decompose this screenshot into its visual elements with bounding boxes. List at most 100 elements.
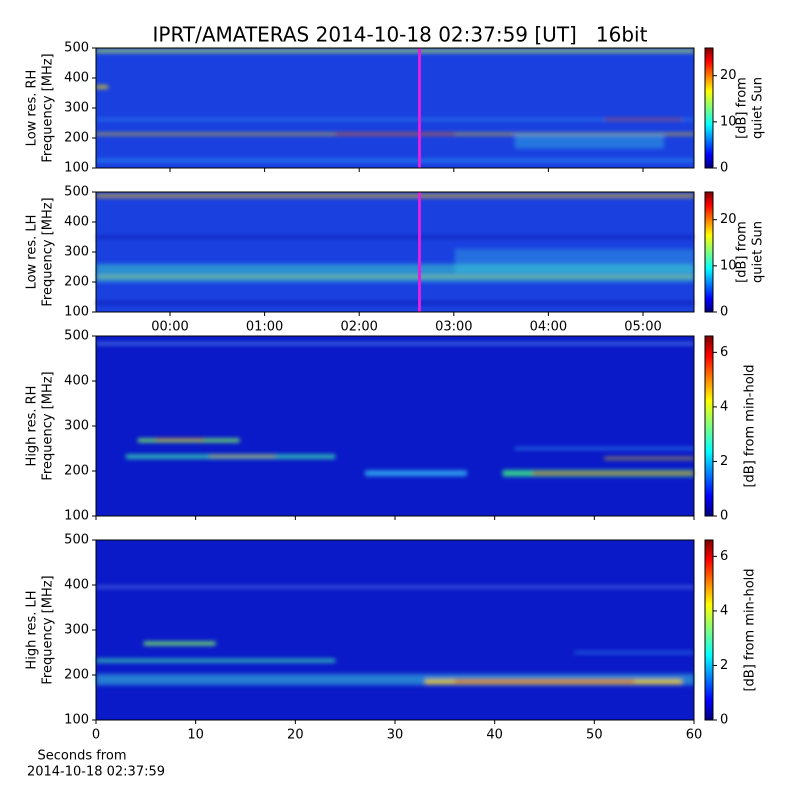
colorbar-label: quiet Sun: [751, 221, 766, 283]
spectral-features: [96, 342, 694, 477]
y-tick-label: 500: [64, 533, 89, 548]
colorbar-label: [dB] from min-hold: [743, 364, 758, 487]
feature: [209, 455, 276, 458]
x-tick-label: 60: [686, 728, 703, 743]
feature: [155, 438, 204, 441]
x-tick-label: 30: [387, 728, 404, 743]
x-tick-label: 10: [187, 728, 204, 743]
y-tick-label: 400: [64, 374, 89, 389]
feature: [514, 133, 665, 149]
y-tick-label: 300: [64, 623, 89, 638]
feature: [143, 641, 216, 646]
y-tick-label: 500: [64, 185, 89, 200]
feature: [604, 118, 683, 121]
time-marker: [418, 48, 421, 168]
x-axis-label: Seconds from: [37, 749, 126, 764]
colorbar-tick-label: 4: [720, 399, 728, 414]
feature: [96, 658, 336, 663]
colorbar-tick-label: 0: [720, 161, 728, 176]
feature: [96, 85, 108, 89]
y-tick-label: 100: [64, 161, 89, 176]
colorbar: [704, 191, 714, 313]
colorbar-label: [dB] from: [735, 221, 750, 283]
chart-title: IPRT/AMATERAS 2014-10-18 02:37:59 [UT] 1…: [153, 23, 648, 47]
colorbar-tick-label: 6: [720, 549, 728, 564]
feature: [96, 342, 694, 345]
feature: [96, 49, 694, 53]
y-tick-label: 100: [64, 713, 89, 728]
x-tick-label: 00:00: [151, 320, 188, 335]
colorbar-tick-label: 10: [720, 114, 737, 129]
feature: [96, 302, 694, 304]
x-tick-label: 03:00: [435, 320, 472, 335]
y-tick-label: 400: [64, 215, 89, 230]
colorbar: [704, 47, 714, 169]
colorbar-tick-label: 2: [720, 454, 728, 469]
colorbar-tick-label: 0: [720, 509, 728, 524]
x-tick-label: 04:00: [530, 320, 567, 335]
y-tick-label: 400: [64, 71, 89, 86]
y-axis-label: Frequency [MHz]: [41, 371, 56, 480]
y-axis-label: Frequency [MHz]: [41, 575, 56, 684]
y-axis-label: Frequency [MHz]: [41, 197, 56, 306]
feature: [604, 457, 694, 460]
feature: [454, 249, 694, 273]
y-tick-label: 200: [64, 275, 89, 290]
x-tick-label: 02:00: [340, 320, 377, 335]
colorbar-tick-label: 2: [720, 658, 728, 673]
spectrogram: [96, 336, 694, 516]
y-axis-label: Low res. LH: [25, 215, 40, 290]
y-tick-label: 300: [64, 101, 89, 116]
colorbar-tick-label: 4: [720, 603, 728, 618]
y-tick-label: 200: [64, 668, 89, 683]
spectral-features: [96, 586, 694, 686]
x-tick-label: 50: [586, 728, 603, 743]
y-axis-label: Frequency [MHz]: [41, 53, 56, 162]
colorbar-tick-label: 10: [720, 258, 737, 273]
y-axis-label: High res. RH: [25, 386, 40, 467]
colorbar-label: [dB] from min-hold: [743, 568, 758, 691]
y-tick-label: 100: [64, 509, 89, 524]
colorbar-tick-label: 0: [720, 305, 728, 320]
x-axis-label: 2014-10-18 02:37:59: [27, 765, 165, 780]
colorbar-tick-label: 0: [720, 713, 728, 728]
x-tick-label: 40: [486, 728, 503, 743]
y-tick-label: 400: [64, 578, 89, 593]
feature: [514, 447, 694, 450]
feature: [532, 471, 694, 475]
spectrogram: [96, 48, 694, 168]
feature: [96, 194, 694, 198]
x-tick-label: 20: [287, 728, 304, 743]
feature: [574, 651, 694, 654]
x-tick-label: 05:00: [624, 320, 661, 335]
feature: [96, 118, 694, 121]
y-tick-label: 300: [64, 419, 89, 434]
colorbar: [704, 335, 714, 517]
feature: [335, 133, 455, 135]
time-marker: [418, 192, 421, 312]
y-tick-label: 200: [64, 464, 89, 479]
feature: [454, 680, 635, 683]
colorbar: [704, 539, 714, 721]
colorbar-label: [dB] from: [735, 77, 750, 139]
y-tick-label: 100: [64, 305, 89, 320]
colorbar-tick-label: 20: [720, 212, 737, 227]
y-tick-label: 300: [64, 245, 89, 260]
spectral-features: [96, 194, 694, 304]
feature: [96, 586, 694, 588]
y-tick-label: 500: [64, 329, 89, 344]
x-tick-label: 0: [92, 728, 100, 743]
y-axis-label: Low res. RH: [25, 70, 40, 147]
feature: [96, 673, 694, 686]
spectral-features: [96, 49, 694, 162]
colorbar-tick-label: 20: [720, 68, 737, 83]
feature: [96, 236, 694, 238]
feature: [137, 438, 240, 443]
colorbar-tick-label: 6: [720, 345, 728, 360]
feature: [96, 159, 694, 162]
colorbar-label: quiet Sun: [751, 77, 766, 139]
y-tick-label: 500: [64, 41, 89, 56]
x-tick-label: 01:00: [246, 320, 283, 335]
feature: [365, 470, 467, 476]
